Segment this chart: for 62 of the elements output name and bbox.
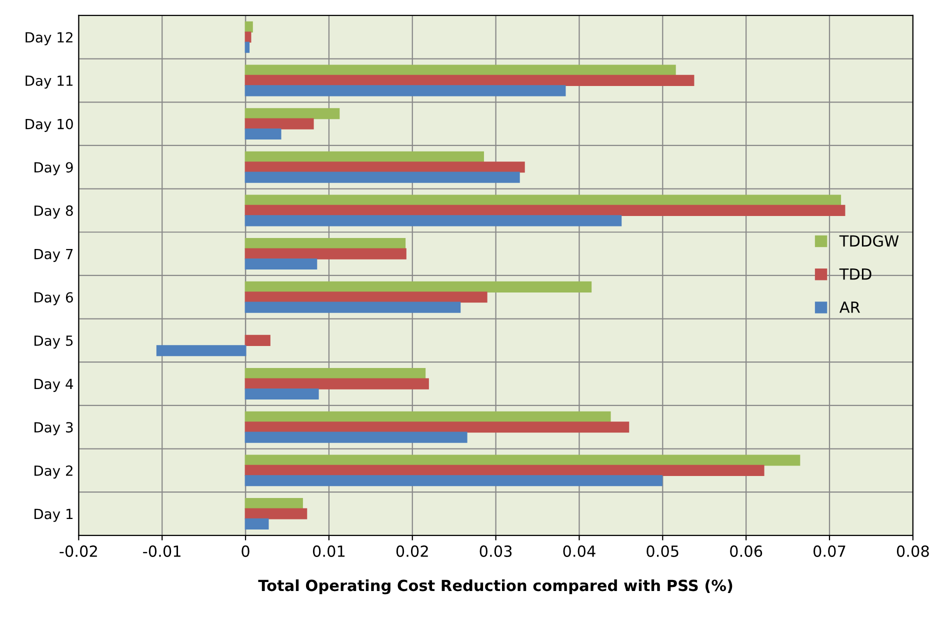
y-tick-label: Day 1 [34, 508, 73, 522]
x-tick-label: 0.05 [646, 545, 678, 557]
bar [244, 215, 622, 226]
bar [244, 172, 520, 183]
bar [244, 281, 592, 292]
x-tick-label: -0.02 [60, 545, 97, 557]
x-tick-label: 0.07 [814, 545, 846, 557]
bar [156, 345, 246, 356]
bar [244, 64, 676, 76]
x-tick-label: 0 [242, 545, 250, 557]
bar [244, 378, 429, 390]
y-tick-label: Day 5 [34, 336, 73, 349]
y-tick-label: Day 2 [34, 465, 72, 479]
y-tick-label: Day 12 [26, 32, 72, 46]
bar [244, 422, 630, 433]
y-tick-label: Day 4 [34, 378, 74, 392]
x-tick-label: 0.02 [396, 545, 428, 557]
bar [244, 194, 842, 206]
x-axis-title: Total Operating Cost Reduction compared with PSS (%) [258, 579, 732, 594]
x-tick-label: 0.01 [312, 545, 345, 557]
y-tick-label: Day 10 [26, 118, 73, 132]
x-tick-label: 0.06 [730, 545, 762, 557]
bar [244, 162, 525, 173]
y-tick-label: Day 7 [34, 248, 73, 262]
x-tick-label: 0.04 [563, 545, 596, 557]
bar [244, 42, 250, 53]
bar [244, 151, 484, 162]
bar [244, 454, 800, 466]
bar [244, 258, 318, 270]
bar [244, 475, 663, 486]
bar [244, 302, 461, 313]
bar [244, 85, 566, 96]
bar [244, 411, 611, 422]
bar [244, 334, 270, 346]
y-tick-label: Day 9 [34, 162, 73, 176]
bar [244, 128, 282, 140]
y-tick-label: Day 6 [34, 292, 73, 306]
bar [244, 21, 253, 32]
bar [244, 32, 252, 43]
bar [244, 238, 406, 250]
bar [244, 498, 303, 510]
bar [244, 368, 426, 380]
legend-label: AR [839, 302, 860, 313]
y-tick-label: Day 11 [26, 76, 73, 89]
bar [244, 248, 406, 260]
bar [244, 464, 764, 476]
bar [244, 74, 694, 86]
bar [244, 204, 846, 216]
bar [244, 508, 308, 520]
bar [244, 118, 314, 130]
bar [244, 108, 340, 120]
x-tick-label: 0.08 [896, 545, 929, 557]
x-tick-label: -0.01 [143, 545, 180, 557]
legend-label: TDD [839, 268, 872, 280]
bar [244, 292, 488, 303]
legend-label: TDDGW [839, 235, 899, 247]
bar [244, 432, 468, 443]
x-tick-label: 0.03 [480, 545, 512, 557]
y-tick-label: Day 3 [34, 422, 73, 436]
bar [244, 388, 319, 400]
bar [244, 518, 269, 530]
y-tick-label: Day 8 [34, 205, 73, 219]
